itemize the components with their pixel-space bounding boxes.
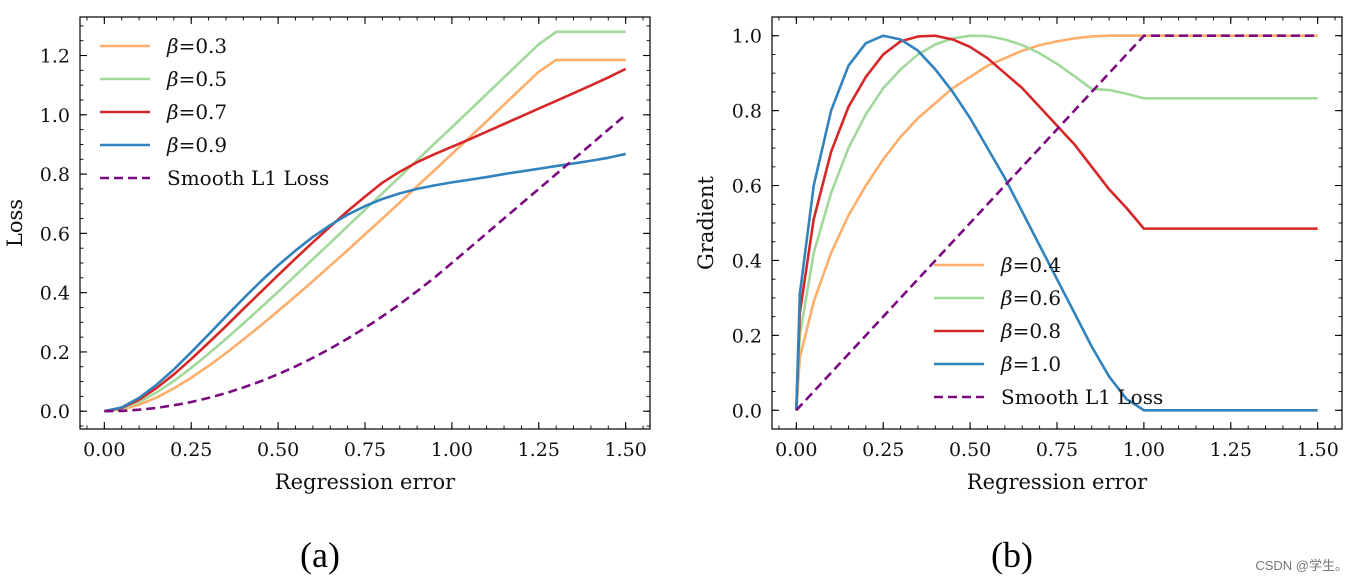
panel-b-series-0-8	[795, 34, 1318, 411]
panel-b-legend-label-0-6: β=0.6	[1000, 286, 1061, 310]
panel-a-legend-label-0-5: β=0.5	[166, 67, 227, 91]
panel-b-xlabel: Regression error	[967, 470, 1148, 494]
panel-a-series-0-5	[104, 30, 626, 413]
panel-a-xtick-label: 1.25	[518, 439, 560, 461]
panel-a-legend: β=0.3 β=0.5 β=0.7 β=0.9 Smooth L1 Loss	[100, 34, 329, 190]
panel-b-ytick-label: 0.2	[732, 325, 762, 347]
panel-a-xtick-label: 1.00	[431, 439, 473, 461]
panel-a-ytick-label: 1.0	[40, 105, 70, 127]
panel-a-ytick-label: 0.8	[40, 164, 70, 186]
panel-a-ytick-label: 0.6	[40, 223, 70, 245]
panel-b-xtick-label: 0.50	[949, 439, 991, 461]
panel-a-xtick-label: 0.75	[344, 439, 386, 461]
panel-a-plot-area	[104, 30, 627, 413]
panel-a-ylabel: Loss	[3, 199, 27, 247]
panel-b-xtick-label: 1.50	[1297, 439, 1339, 461]
panel-a-caption: (a)	[300, 535, 340, 575]
panel-a-ytick-label: 0.2	[40, 342, 70, 364]
panel-a-xtick-label: 0.25	[170, 439, 212, 461]
panel-a-legend-label-0-9: β=0.9	[166, 133, 227, 157]
panel-a-series-0-9	[104, 152, 626, 413]
panel-a-xtick-label: 0.00	[83, 439, 125, 461]
panel-b-xtick-label: 0.75	[1036, 439, 1078, 461]
panel-a-ytick-label: 1.2	[40, 46, 70, 68]
panel-b-legend-label-0-8: β=0.8	[1000, 319, 1061, 343]
panel-b-xtick-label: 0.00	[775, 439, 817, 461]
panel-b-series-0-6	[795, 34, 1318, 411]
watermark: CSDN @学生。	[1255, 558, 1348, 573]
panel-b-ylabel: Gradient	[694, 175, 718, 269]
panel-a-xlabel: Regression error	[275, 470, 456, 494]
panel-a-loss-chart: 0.00 0.25 0.50 0.75 1.00 1.25 1.50 0.0 0.2 0.4 0.6…	[3, 16, 651, 575]
panel-b-gradient-chart: 0.00 0.25 0.50 0.75 1.00 1.25 1.50 0.0 0.2 0.4 0.6…	[694, 16, 1343, 575]
panel-b-series-1-0	[795, 34, 1318, 412]
panel-b-legend: β=0.4 β=0.6 β=0.8 β=1.0 Smooth L1 Loss	[934, 253, 1163, 409]
panel-a-axes-frame	[79, 16, 651, 430]
panel-b-series-smooth-l1-loss	[795, 34, 1318, 412]
panel-a-legend-label-0-7: β=0.7	[166, 100, 227, 124]
panel-b-ytick-label: 0.8	[732, 101, 762, 123]
panel-a-xtick-label: 1.50	[605, 439, 647, 461]
panel-b-caption: (b)	[991, 535, 1033, 575]
panel-b-ytick-label: 0.0	[732, 400, 762, 422]
panel-b-legend-label-smooth-l1-loss: Smooth L1 Loss	[1001, 385, 1163, 409]
panel-a-ytick-label: 0.0	[40, 401, 70, 423]
panel-b-legend-label-0-4: β=0.4	[1000, 253, 1061, 277]
panel-a-series-0-7	[104, 67, 627, 413]
panel-a-xtick-label: 0.50	[257, 439, 299, 461]
panel-b-legend-label-1-0: β=1.0	[1000, 352, 1061, 376]
panel-b-xtick-label: 0.25	[862, 439, 904, 461]
panel-a-legend-label-smooth-l1-loss: Smooth L1 Loss	[167, 166, 329, 190]
panel-b-ytick-label: 1.0	[732, 26, 762, 48]
panel-a-legend-label-0-3: β=0.3	[166, 34, 227, 58]
panel-a-series-smooth-l1-loss	[104, 113, 627, 413]
panel-b-xtick-label: 1.25	[1210, 439, 1252, 461]
panel-a-series-0-3	[104, 58, 626, 413]
panel-a-ytick-label: 0.4	[40, 283, 70, 305]
panel-a-ticks: 0.00 0.25 0.50 0.75 1.00 1.25 1.50 0.0 0.2 0.4 0.6…	[40, 17, 650, 461]
panel-b-plot-area	[795, 34, 1318, 412]
panel-b-xtick-label: 1.00	[1123, 439, 1165, 461]
panel-b-ticks: 0.00 0.25 0.50 0.75 1.00 1.25 1.50 0.0 0.2 0.4 0.6…	[732, 17, 1342, 461]
panel-b-ytick-label: 0.6	[732, 176, 762, 198]
panel-b-ytick-label: 0.4	[732, 250, 762, 272]
